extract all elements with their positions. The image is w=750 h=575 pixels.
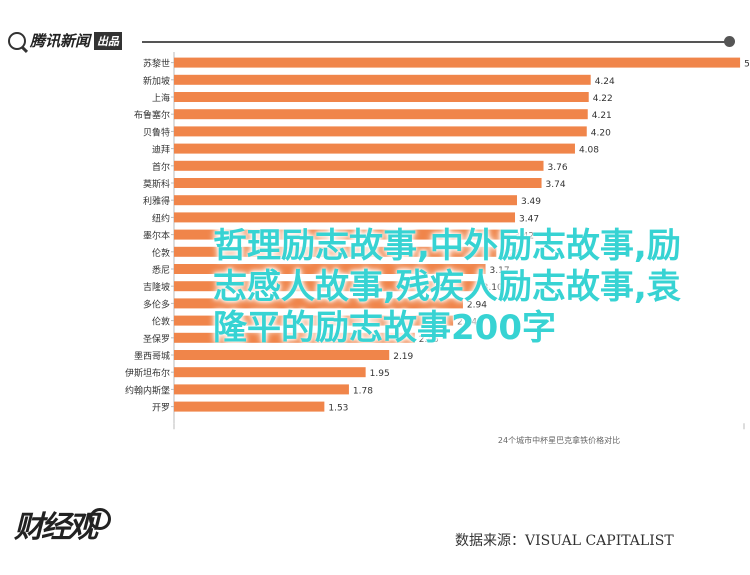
caijingguan-brand: 财经观 [14, 510, 98, 545]
brand-badge: 出品 [94, 31, 123, 50]
category-label: 墨尔本 [143, 230, 170, 242]
bar [174, 281, 479, 292]
bar [174, 92, 589, 102]
value-label: 2.84 [457, 318, 477, 328]
bar [174, 401, 325, 412]
bar [174, 332, 415, 343]
value-label: 4.22 [593, 94, 613, 104]
category-label: 开罗 [152, 403, 170, 414]
category-label: 伦敦 [152, 316, 170, 328]
bar [174, 212, 516, 223]
value-label: 2.45 [419, 335, 439, 345]
bar [174, 195, 517, 206]
header-rule [142, 41, 728, 43]
category-label: 伊斯坦布尔 [125, 367, 170, 379]
category-label: 苏黎世 [143, 58, 170, 70]
value-label: 4.24 [595, 77, 615, 87]
value-label: 3.74 [546, 180, 566, 190]
value-label: 3.42 [514, 232, 534, 242]
category-label: 贝鲁特 [143, 126, 170, 138]
category-label: 墨西哥城 [134, 351, 170, 362]
bar [174, 74, 591, 85]
category-label: 布鲁塞尔 [134, 109, 170, 121]
bar [174, 298, 463, 309]
value-label: 4.21 [592, 111, 612, 121]
category-label: 多伦多 [143, 298, 170, 310]
bar [174, 178, 542, 188]
bar [174, 350, 390, 360]
header-rule-dot [724, 36, 735, 47]
value-label: 1.53 [328, 404, 348, 414]
category-label: 莫斯科 [143, 178, 170, 190]
category-label: 迪拜 [152, 144, 170, 156]
category-label: 约翰内斯堡 [125, 384, 170, 396]
bar [174, 246, 497, 257]
category-label: 悉尼 [152, 264, 170, 276]
value-label: 1.95 [370, 369, 390, 379]
bar [174, 160, 544, 171]
bar [174, 109, 588, 120]
value-label: 4.08 [579, 146, 599, 156]
value-label: 1.78 [353, 386, 373, 396]
category-label: 首尔 [152, 161, 170, 173]
value-label: 5.76 [744, 60, 750, 70]
value-label: 2.94 [467, 300, 487, 310]
category-label: 利雅得 [143, 195, 170, 207]
value-label: 3.10 [483, 283, 503, 293]
brand-name: 腾讯新闻 [30, 32, 91, 50]
caijingguan-logo: 财经观 [14, 502, 111, 545]
overlay-headline: 哲理励志故事,中外励志故事,励志感人故事,残疾人励志故事,袁隆平的励志故事200… [213, 226, 681, 348]
category-label: 上海 [152, 92, 170, 104]
category-label: 吉隆坡 [143, 281, 170, 293]
bar [174, 367, 366, 378]
value-label: 4.20 [591, 128, 611, 138]
category-label: 新加坡 [143, 75, 170, 87]
value-label: 3.28 [500, 249, 520, 259]
bar [174, 143, 575, 154]
bar [174, 384, 349, 395]
tencent-news-logo: 腾讯新闻 出品 [8, 30, 123, 51]
x-axis-label: 24个城市中杯星巴克拿铁价格对比 [498, 435, 620, 445]
magnifier-logo-icon [8, 31, 26, 50]
bar [174, 264, 486, 274]
bar [174, 126, 587, 137]
data-source: 数据来源：VISUAL CAPITALIST [455, 533, 674, 549]
bar [174, 315, 454, 326]
category-label: 伦敦 [152, 247, 170, 259]
bar [174, 57, 741, 68]
bar [174, 229, 511, 240]
value-label: 2.19 [393, 352, 413, 362]
eye-ring-icon [89, 508, 111, 530]
category-label: 纽约 [152, 212, 170, 224]
value-label: 3.49 [521, 197, 541, 207]
value-label: 3.76 [548, 163, 568, 173]
value-label: 3.17 [490, 266, 510, 276]
category-label: 圣保罗 [143, 333, 170, 345]
value-label: 3.47 [519, 214, 539, 224]
